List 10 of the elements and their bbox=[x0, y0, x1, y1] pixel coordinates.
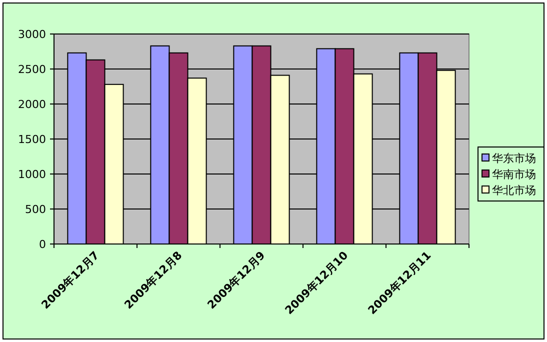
y-tick-label: 3000 bbox=[18, 28, 46, 41]
legend-label: 华东市场 bbox=[492, 152, 536, 165]
legend-label: 华北市场 bbox=[492, 184, 536, 197]
y-tick-label: 1500 bbox=[18, 133, 46, 146]
y-tick-label: 2000 bbox=[18, 98, 46, 111]
y-tick-label: 500 bbox=[25, 203, 46, 216]
y-tick-label: 2500 bbox=[18, 63, 46, 76]
y-tick-label: 0 bbox=[39, 238, 46, 251]
y-tick-label: 1000 bbox=[18, 168, 46, 181]
legend-label: 华南市场 bbox=[492, 168, 536, 181]
